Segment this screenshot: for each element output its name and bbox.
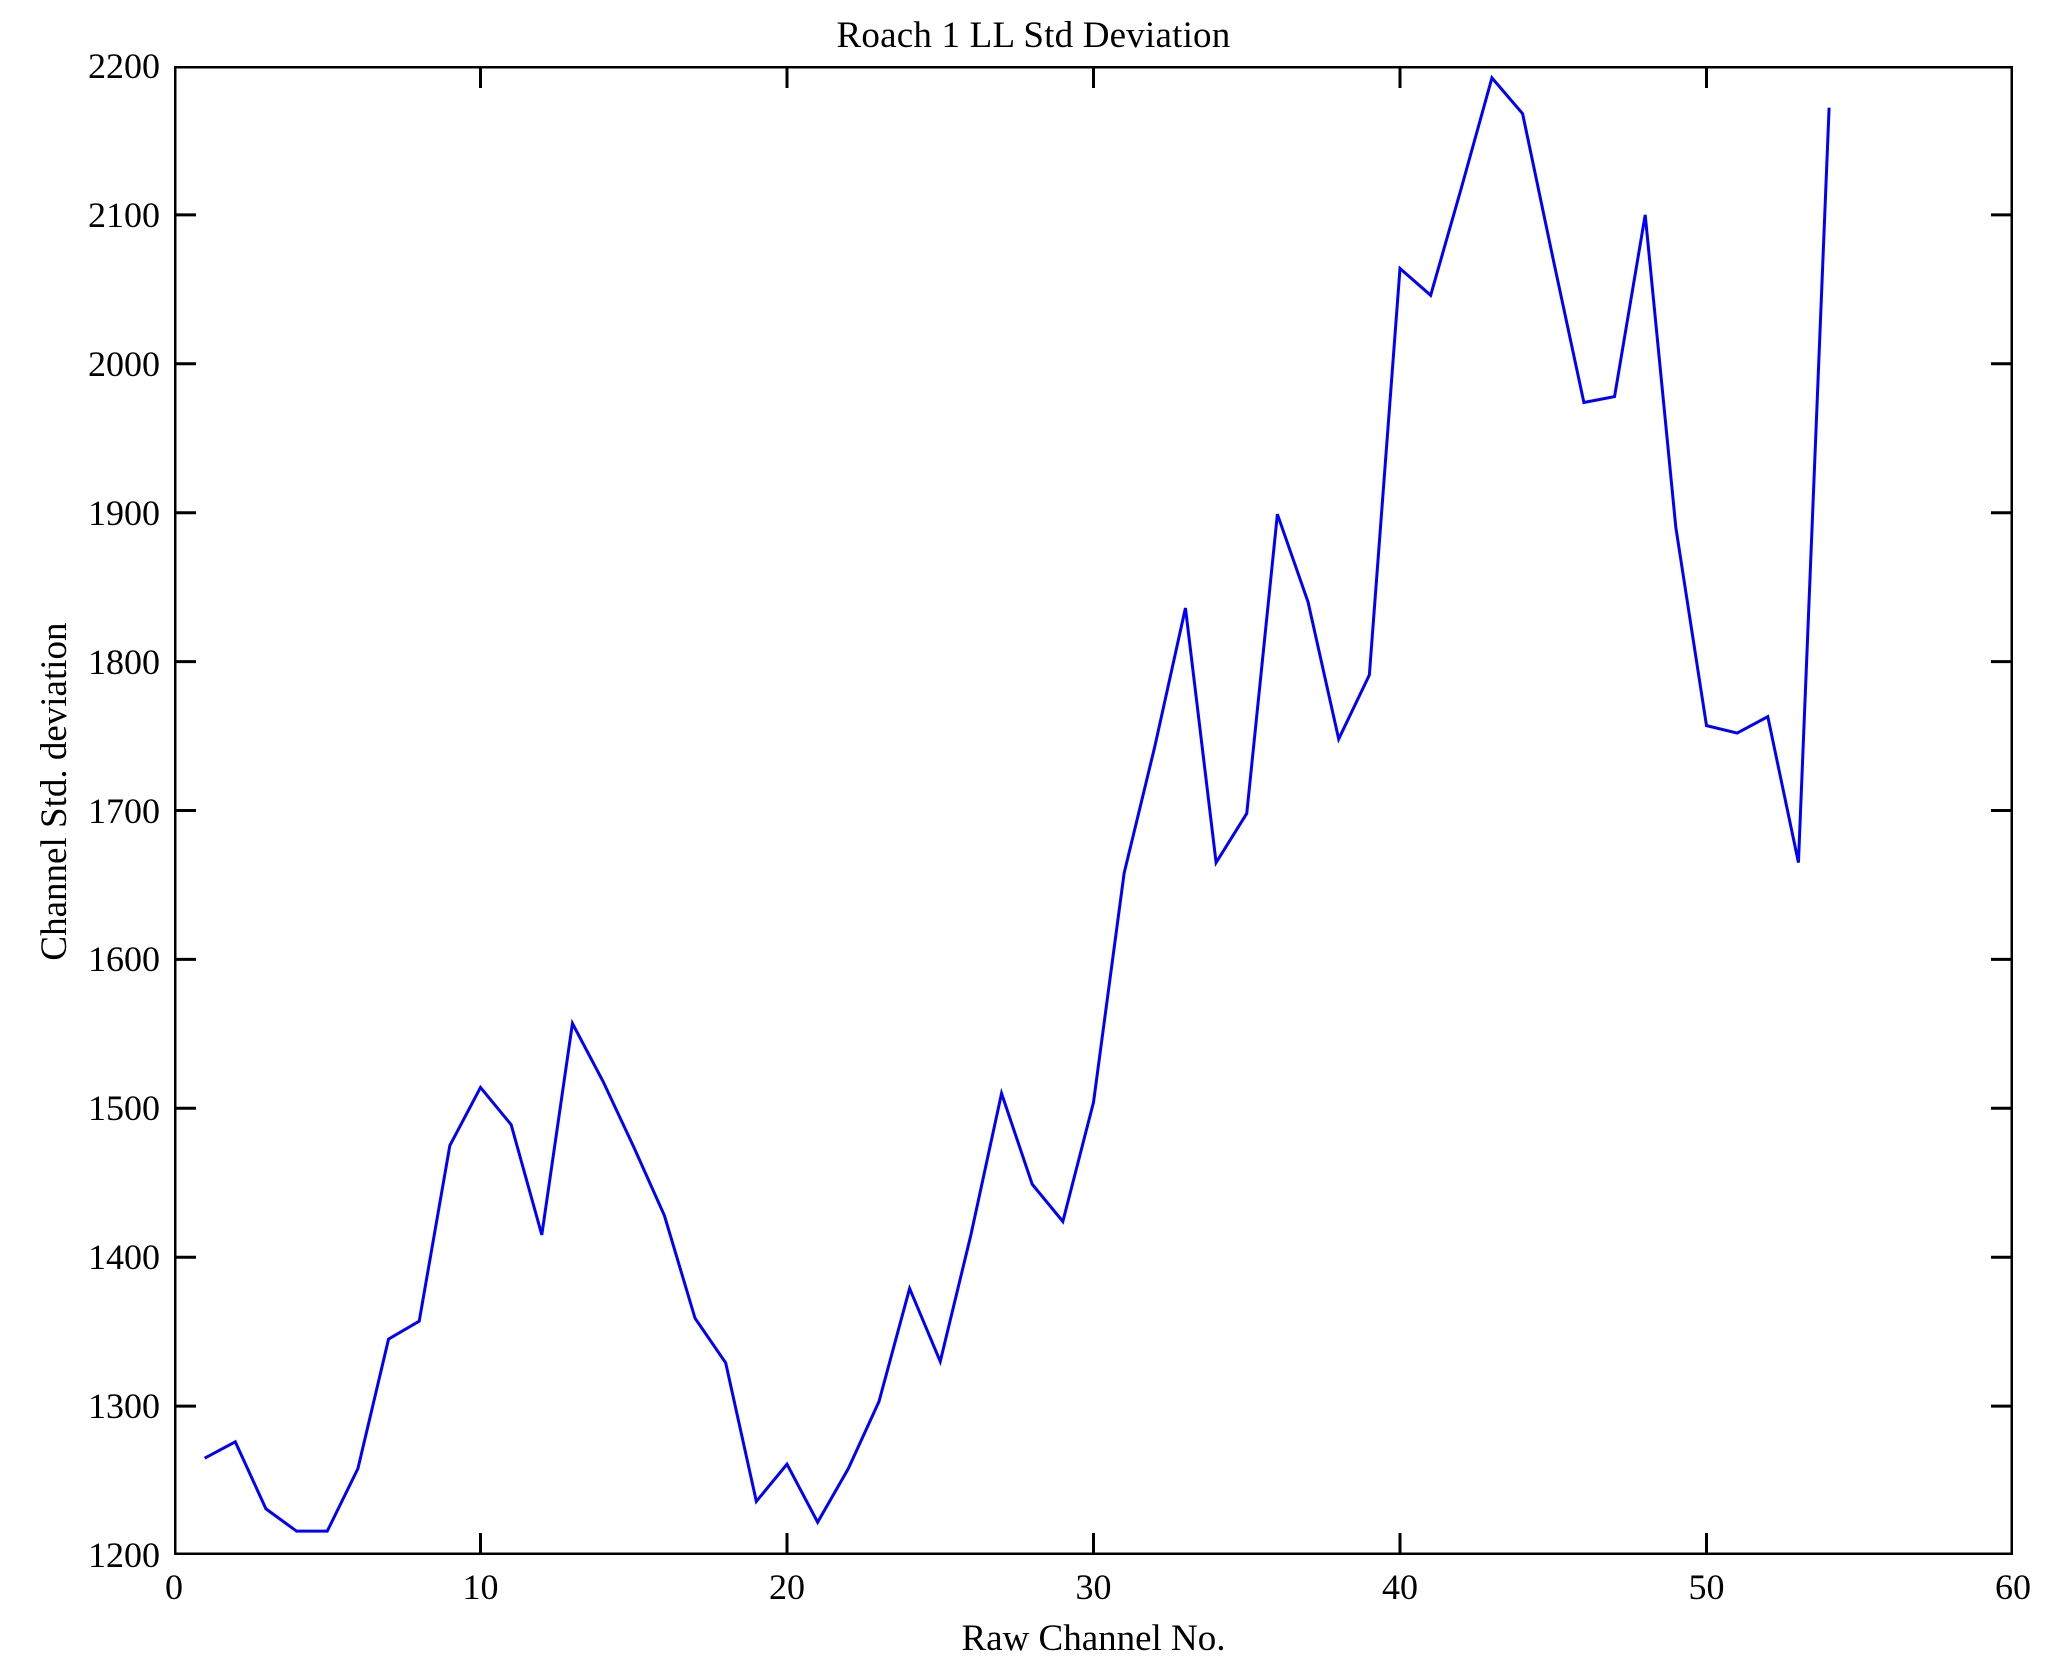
y-axis-tick-labels: 1200 1300 1400 1500 1600 1700 1800 1900 2000 2100…: [0, 46, 160, 1575]
x-tick-label: 30: [1075, 1567, 1112, 1607]
data-series-group: [203, 74, 1831, 1533]
y-tick-label: 1700: [88, 790, 160, 831]
y-tick-label: 2000: [88, 343, 160, 384]
y-tick-label: 1500: [88, 1088, 160, 1129]
x-axis-tick-marks: [479, 66, 1708, 1555]
x-tick-label: 50: [1688, 1567, 1725, 1607]
y-axis-tick-marks: [174, 213, 2013, 1408]
x-tick-label: 0: [165, 1567, 183, 1607]
y-tick-label: 1900: [88, 492, 160, 533]
x-tick-label: 60: [1995, 1567, 2031, 1607]
x-tick-label: 10: [462, 1567, 499, 1607]
chart-title: Roach 1 LL Std Deviation: [836, 15, 1231, 56]
y-tick-label: 1300: [88, 1386, 160, 1427]
y-tick-label: 2100: [88, 194, 160, 235]
plot-area: [174, 66, 2013, 1555]
x-tick-label: 40: [1382, 1567, 1418, 1607]
x-tick-label: 20: [769, 1567, 805, 1607]
y-tick-label: 2200: [88, 46, 160, 86]
y-tick-label: 1600: [88, 939, 160, 980]
y-tick-label: 1400: [88, 1237, 160, 1278]
y-tick-label: 1800: [88, 641, 160, 682]
x-axis-tick-labels: 0 10 20 30 40 50 60: [165, 1566, 2031, 1616]
x-axis-label: Raw Channel No.: [961, 1618, 1226, 1659]
plot-svg: [174, 66, 2013, 1555]
y-tick-label: 1200: [88, 1535, 160, 1575]
axes-frame: [174, 66, 2013, 1555]
data-line-channel-std-deviation: [203, 74, 1831, 1533]
